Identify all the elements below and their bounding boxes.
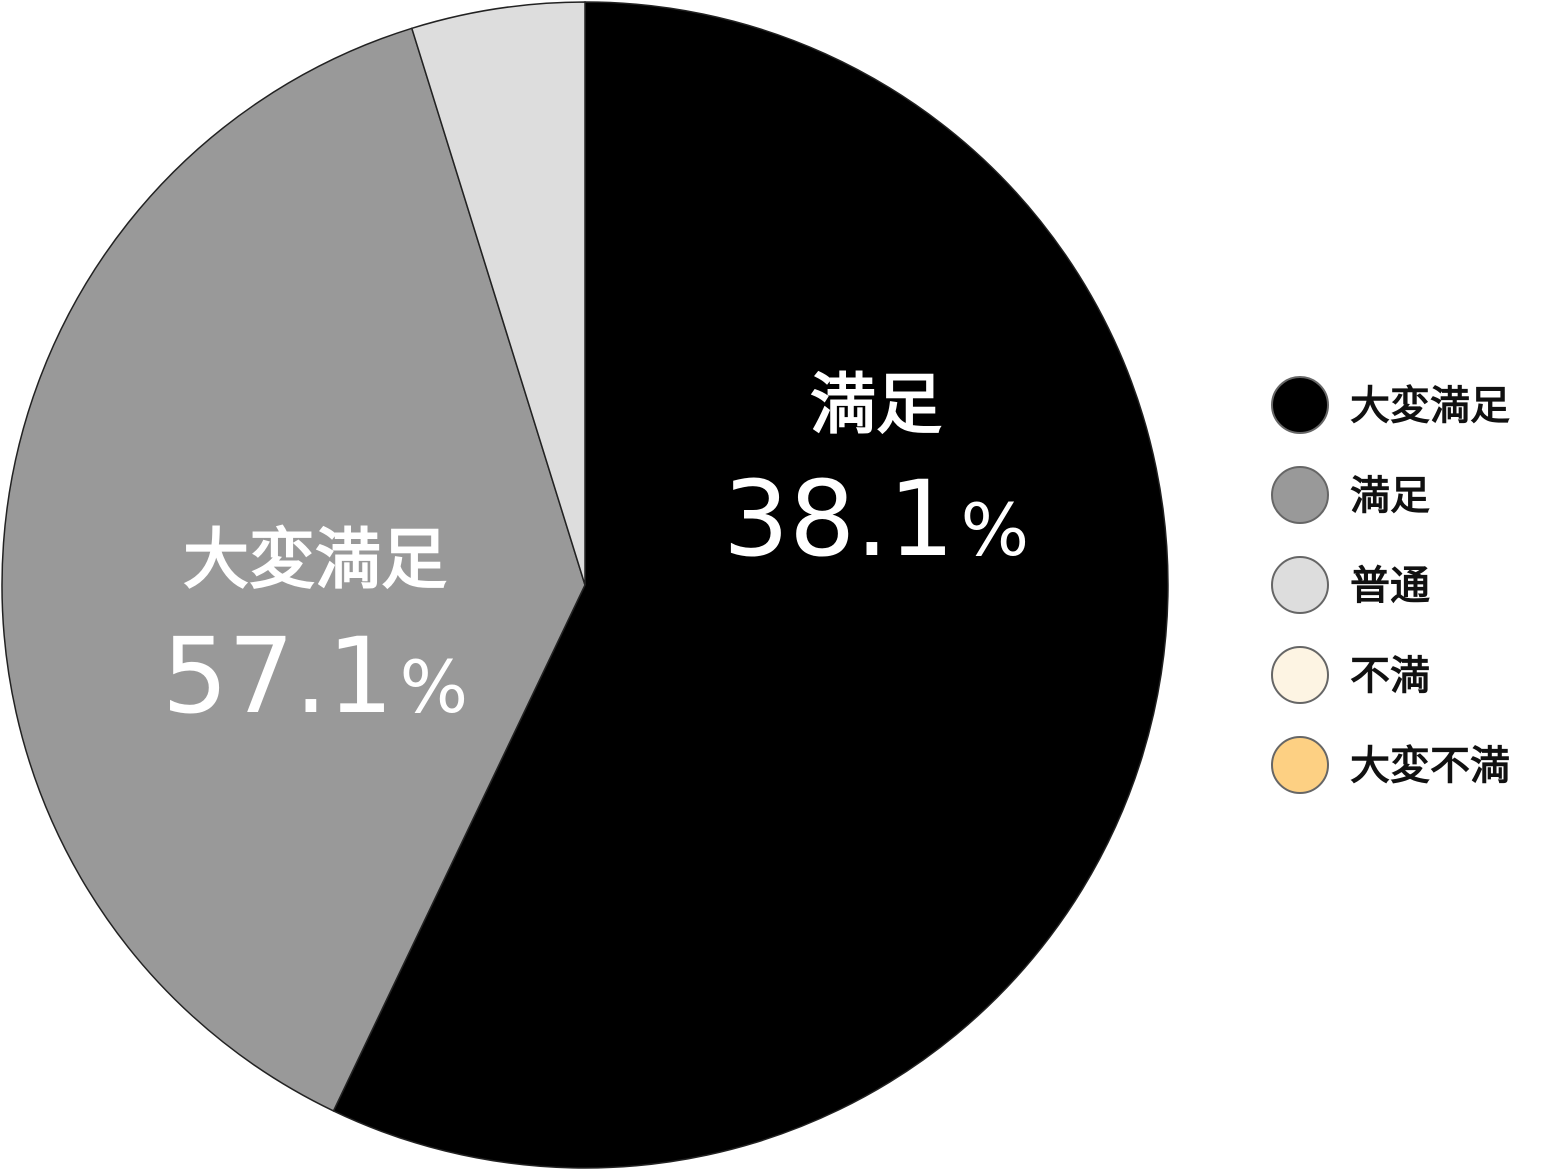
legend-marker xyxy=(1271,736,1329,794)
legend-item: 普通 xyxy=(1271,556,1430,614)
legend-marker xyxy=(1271,376,1329,434)
pie-slices xyxy=(1,1,1169,1169)
pie-slice-slice-3 xyxy=(410,1,586,586)
pie-slice-slice-1 xyxy=(332,1,1169,1169)
legend-marker xyxy=(1271,466,1329,524)
legend-label: 普通 xyxy=(1350,563,1430,609)
legend-marker xyxy=(1271,646,1329,704)
legend-label: 大変満足 xyxy=(1350,383,1510,429)
legend-item: 満足 xyxy=(1271,466,1430,524)
legend-label: 不満 xyxy=(1350,653,1430,699)
legend-label: 満足 xyxy=(1350,473,1430,519)
legend-item: 大変満足 xyxy=(1271,376,1510,434)
pie-data-labels: 大変満足 57.1% 満足 38.1% xyxy=(162,366,1029,737)
legend-label: 大変不満 xyxy=(1350,743,1510,789)
data-label-value: 57.1% xyxy=(162,615,468,737)
data-label-category: 満足 xyxy=(810,366,942,443)
legend-marker xyxy=(1271,556,1329,614)
pie-slice-slice-2 xyxy=(1,27,586,1112)
legend-item: 不満 xyxy=(1271,646,1430,704)
data-label-category: 大変満足 xyxy=(183,521,447,598)
data-label-value: 38.1% xyxy=(723,458,1029,580)
legend-item: 大変不満 xyxy=(1271,736,1510,794)
